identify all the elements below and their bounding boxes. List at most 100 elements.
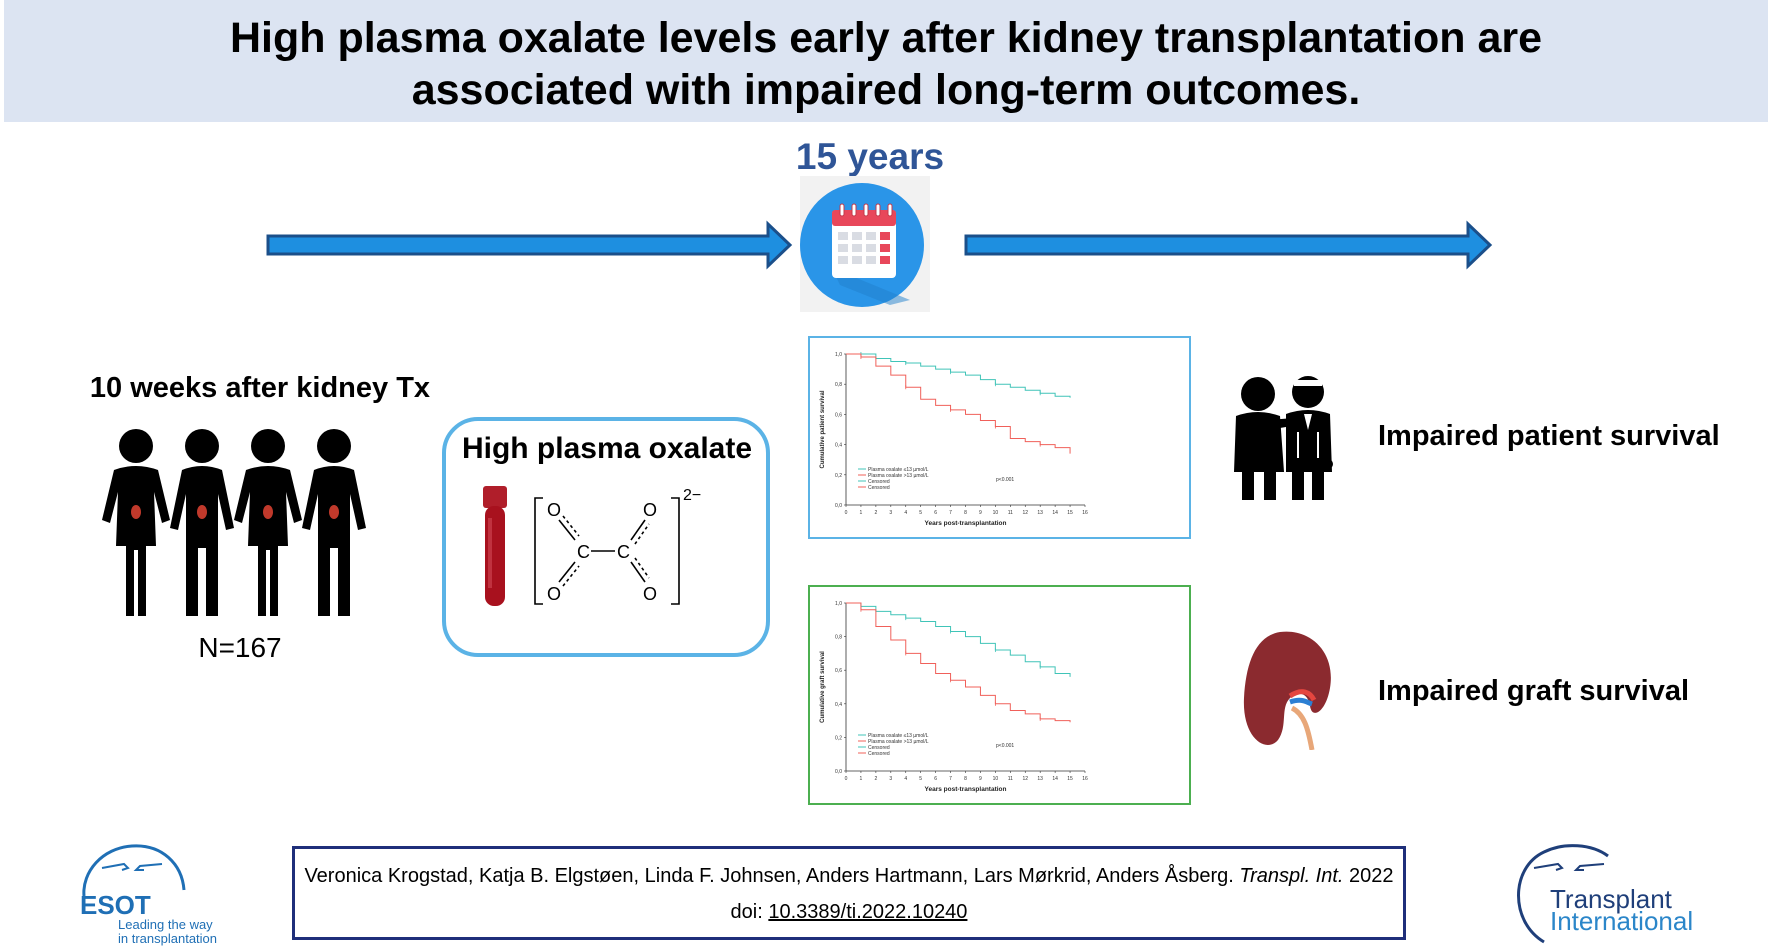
outcome-graft-survival: Impaired graft survival bbox=[1378, 675, 1690, 707]
km-x-tick-label: 6 bbox=[934, 510, 937, 516]
transplant-international-logo-icon bbox=[1517, 844, 1609, 944]
km-x-tick-label: 11 bbox=[1008, 776, 1013, 782]
title-line-1: High plasma oxalate levels early after k… bbox=[229, 14, 1543, 62]
km-x-axis-label: Years post-transplantation bbox=[925, 520, 1007, 527]
km-series-line bbox=[846, 602, 1071, 723]
km-x-tick-label: 13 bbox=[1037, 510, 1043, 516]
km-x-tick-label: 10 bbox=[993, 776, 999, 782]
km-legend-label: Plasma oxalate >13 µmol/L bbox=[868, 739, 929, 745]
km-x-tick-label: 3 bbox=[889, 510, 892, 516]
km-x-tick-label: 0 bbox=[845, 510, 848, 516]
outcome-patient-survival: Impaired patient survival bbox=[1378, 420, 1720, 452]
citation-year: 2022 bbox=[1349, 865, 1394, 887]
km-x-tick-label: 5 bbox=[919, 510, 922, 516]
km-y-tick-label: 0,8 bbox=[835, 635, 842, 641]
km-y-axis-label: Cumulative graft survival bbox=[820, 651, 826, 723]
oxalate-atom-c1: C bbox=[577, 542, 590, 562]
oxalate-label: High plasma oxalate bbox=[461, 432, 753, 465]
esot-tagline: Leading the way in transplantation bbox=[118, 918, 217, 946]
km-y-tick-label: 1,0 bbox=[835, 601, 842, 607]
km-x-tick-label: 4 bbox=[904, 510, 907, 516]
esot-logo-name: ESOT bbox=[80, 890, 151, 920]
oxalate-atom-o3: O bbox=[643, 500, 657, 520]
km-legend-label: Censored bbox=[868, 485, 890, 491]
kidney-icon bbox=[1243, 631, 1331, 750]
km-x-tick-label: 2 bbox=[874, 776, 877, 782]
km-legend-label: Plasma oxalate ≤13 µmol/L bbox=[868, 467, 929, 473]
title-banner: High plasma oxalate levels early after k… bbox=[4, 0, 1768, 122]
timeline-arrow-left bbox=[266, 220, 793, 270]
km-y-tick-label: 0,4 bbox=[835, 702, 842, 708]
timeline-graphic bbox=[266, 176, 1493, 312]
oxalate-charge: 2− bbox=[683, 487, 701, 504]
km-pvalue: p<0.001 bbox=[996, 477, 1014, 483]
km-x-tick-label: 16 bbox=[1082, 776, 1088, 782]
km-graft-survival-svg: 0 1 2 3 4 5 6 7 8 9 10 11 12 13 14 15 160,00,20,40,60,81… bbox=[820, 601, 1088, 793]
km-patient-survival-svg: 0 1 2 3 4 5 6 7 8 9 10 11 12 13 14 15 160,00,20,40,60,81… bbox=[820, 352, 1088, 527]
oxalate-atom-o4: O bbox=[643, 584, 657, 604]
calendar-icon bbox=[800, 176, 930, 312]
km-y-tick-label: 0,4 bbox=[835, 443, 842, 449]
km-x-tick-label: 8 bbox=[964, 776, 967, 782]
oxalate-atom-c2: C bbox=[617, 542, 630, 562]
people-icon bbox=[102, 429, 366, 616]
km-x-tick-label: 9 bbox=[979, 776, 982, 782]
citation-box: Veronica Krogstad, Katja B. Elgstøen, Li… bbox=[292, 846, 1406, 940]
km-y-tick-label: 0,2 bbox=[835, 473, 842, 479]
citation-doi-prefix: doi: bbox=[730, 901, 763, 923]
km-legend-label: Censored bbox=[868, 751, 890, 757]
citation-line-1: Veronica Krogstad, Katja B. Elgstøen, Li… bbox=[295, 865, 1403, 888]
years-label: 15 years bbox=[795, 136, 945, 177]
km-x-tick-label: 14 bbox=[1052, 510, 1058, 516]
km-x-tick-label: 14 bbox=[1052, 776, 1058, 782]
km-y-tick-label: 0,2 bbox=[835, 735, 842, 741]
cohort-n: N=167 bbox=[198, 632, 282, 663]
oxalate-atom-o2: O bbox=[547, 584, 561, 604]
title-line-2: associated with impaired long-term outco… bbox=[411, 66, 1361, 114]
km-x-tick-label: 10 bbox=[993, 510, 999, 516]
km-y-tick-label: 1,0 bbox=[835, 352, 842, 358]
oxalate-atom-o1: O bbox=[547, 500, 561, 520]
km-legend-label: Censored bbox=[868, 479, 890, 485]
km-x-tick-label: 11 bbox=[1008, 510, 1013, 516]
km-x-tick-label: 1 bbox=[860, 776, 863, 782]
ti-logo-line-2: International bbox=[1550, 906, 1694, 936]
km-x-tick-label: 2 bbox=[874, 510, 877, 516]
km-y-tick-label: 0,6 bbox=[835, 668, 842, 674]
km-y-tick-label: 0,0 bbox=[835, 769, 842, 775]
km-x-axis-label: Years post-transplantation bbox=[925, 786, 1007, 793]
km-x-tick-label: 12 bbox=[1022, 776, 1028, 782]
km-x-tick-label: 7 bbox=[949, 776, 952, 782]
oxalate-graphic: O O C C O O 2− bbox=[483, 486, 701, 606]
km-x-tick-label: 15 bbox=[1067, 776, 1073, 782]
km-x-tick-label: 5 bbox=[919, 776, 922, 782]
km-x-tick-label: 13 bbox=[1037, 776, 1043, 782]
km-x-tick-label: 1 bbox=[860, 510, 863, 516]
km-x-tick-label: 4 bbox=[904, 776, 907, 782]
km-x-tick-label: 6 bbox=[934, 776, 937, 782]
km-graft-survival-chart: 0 1 2 3 4 5 6 7 8 9 10 11 12 13 14 15 16 0,0 0,2 0,4 0,6 0,8 1… bbox=[808, 585, 1191, 805]
km-x-tick-label: 9 bbox=[979, 510, 982, 516]
km-x-tick-label: 3 bbox=[889, 776, 892, 782]
km-legend-label: Plasma oxalate >13 µmol/L bbox=[868, 473, 929, 479]
km-pvalue: p<0.001 bbox=[996, 743, 1014, 749]
patient-doctor-icon bbox=[1234, 376, 1333, 500]
esot-tagline-2: in transplantation bbox=[118, 931, 218, 946]
km-y-tick-label: 0,0 bbox=[835, 503, 842, 509]
km-series-line bbox=[846, 353, 1071, 398]
esot-logo-icon bbox=[82, 844, 186, 897]
citation-authors: Veronica Krogstad, Katja B. Elgstøen, Li… bbox=[304, 865, 1234, 887]
km-y-axis-label: Cumulative patient survival bbox=[820, 390, 826, 468]
km-y-tick-label: 0,6 bbox=[835, 412, 842, 418]
km-legend-label: Plasma oxalate ≤13 µmol/L bbox=[868, 733, 929, 739]
blood-tube-icon bbox=[483, 486, 507, 606]
citation-doi-link[interactable]: 10.3389/ti.2022.10240 bbox=[768, 901, 968, 923]
km-x-tick-label: 7 bbox=[949, 510, 952, 516]
km-x-tick-label: 15 bbox=[1067, 510, 1073, 516]
km-x-tick-label: 16 bbox=[1082, 510, 1088, 516]
esot-tagline-1: Leading the way bbox=[118, 917, 213, 932]
cohort-label: 10 weeks after kidney Tx bbox=[89, 372, 431, 404]
km-x-tick-label: 0 bbox=[845, 776, 848, 782]
ti-logo-line-1: Transplant bbox=[1550, 884, 1672, 914]
km-legend-label: Censored bbox=[868, 745, 890, 751]
